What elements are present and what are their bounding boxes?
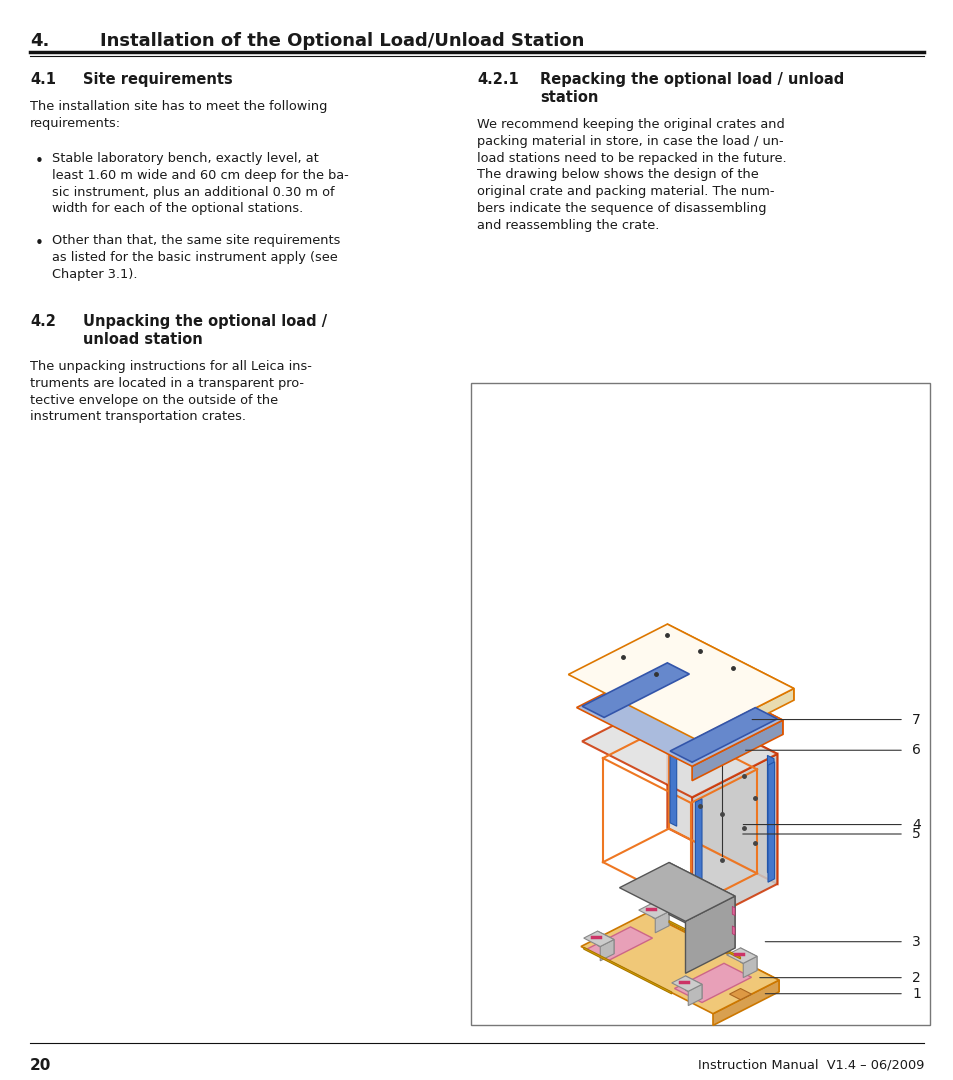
Polygon shape — [685, 976, 701, 999]
Polygon shape — [669, 706, 676, 826]
Polygon shape — [669, 707, 777, 762]
Text: 1: 1 — [911, 987, 920, 1001]
Polygon shape — [576, 661, 782, 767]
Polygon shape — [568, 624, 793, 739]
Polygon shape — [583, 931, 614, 946]
Polygon shape — [580, 913, 779, 1014]
Polygon shape — [742, 956, 757, 977]
Polygon shape — [691, 754, 777, 928]
Polygon shape — [639, 903, 668, 918]
Polygon shape — [597, 931, 614, 954]
Polygon shape — [674, 963, 751, 1002]
Polygon shape — [668, 920, 740, 959]
Text: Unpacking the optional load /: Unpacking the optional load / — [83, 314, 327, 329]
Text: 3: 3 — [911, 934, 920, 948]
Text: Other than that, the same site requirements
as listed for the basic instrument a: Other than that, the same site requireme… — [52, 234, 340, 281]
Polygon shape — [712, 981, 779, 1025]
Polygon shape — [581, 663, 689, 717]
Text: 4.2: 4.2 — [30, 314, 56, 329]
Polygon shape — [655, 912, 668, 933]
Polygon shape — [726, 948, 757, 963]
Text: 7: 7 — [911, 713, 920, 727]
Text: 4.: 4. — [30, 32, 50, 50]
Polygon shape — [729, 988, 751, 1000]
Text: 4: 4 — [911, 818, 920, 832]
Polygon shape — [667, 698, 777, 883]
Polygon shape — [695, 799, 701, 919]
Polygon shape — [667, 661, 782, 734]
Polygon shape — [691, 720, 782, 781]
Polygon shape — [732, 906, 734, 916]
Text: 4.1: 4.1 — [30, 72, 56, 87]
Text: Instruction Manual  V1.4 – 06/2009: Instruction Manual V1.4 – 06/2009 — [697, 1058, 923, 1071]
Bar — [471, 383, 929, 1025]
Polygon shape — [671, 976, 701, 991]
Text: We recommend keeping the original crates and
packing material in store, in case : We recommend keeping the original crates… — [476, 118, 786, 232]
Text: Repacking the optional load / unload: Repacking the optional load / unload — [539, 72, 843, 87]
Text: station: station — [539, 90, 598, 105]
Text: •: • — [35, 237, 44, 251]
Text: •: • — [35, 154, 44, 168]
Polygon shape — [599, 940, 614, 961]
Text: 2: 2 — [911, 971, 920, 985]
Text: The unpacking instructions for all Leica ins-
truments are located in a transpar: The unpacking instructions for all Leica… — [30, 360, 312, 423]
Polygon shape — [667, 624, 793, 700]
Polygon shape — [732, 926, 734, 935]
Polygon shape — [618, 863, 734, 921]
Polygon shape — [646, 913, 779, 991]
Text: Installation of the Optional Load/Unload Station: Installation of the Optional Load/Unload… — [100, 32, 584, 50]
Polygon shape — [685, 896, 734, 973]
Polygon shape — [767, 761, 774, 882]
Polygon shape — [583, 947, 671, 994]
Polygon shape — [740, 948, 757, 971]
Polygon shape — [687, 984, 701, 1005]
Text: The installation site has to meet the following
requirements:: The installation site has to meet the fo… — [30, 100, 327, 130]
Text: 6: 6 — [911, 743, 920, 757]
Polygon shape — [668, 863, 734, 948]
Polygon shape — [586, 927, 652, 960]
Text: Stable laboratory bench, exactly level, at
least 1.60 m wide and 60 cm deep for : Stable laboratory bench, exactly level, … — [52, 152, 349, 215]
Polygon shape — [652, 903, 668, 926]
Text: 5: 5 — [911, 827, 920, 841]
Text: 4.2.1: 4.2.1 — [476, 72, 518, 87]
Polygon shape — [694, 688, 793, 751]
Text: Site requirements: Site requirements — [83, 72, 233, 87]
Polygon shape — [581, 698, 777, 797]
Polygon shape — [766, 755, 773, 876]
Text: 20: 20 — [30, 1058, 51, 1074]
Text: unload station: unload station — [83, 332, 203, 347]
